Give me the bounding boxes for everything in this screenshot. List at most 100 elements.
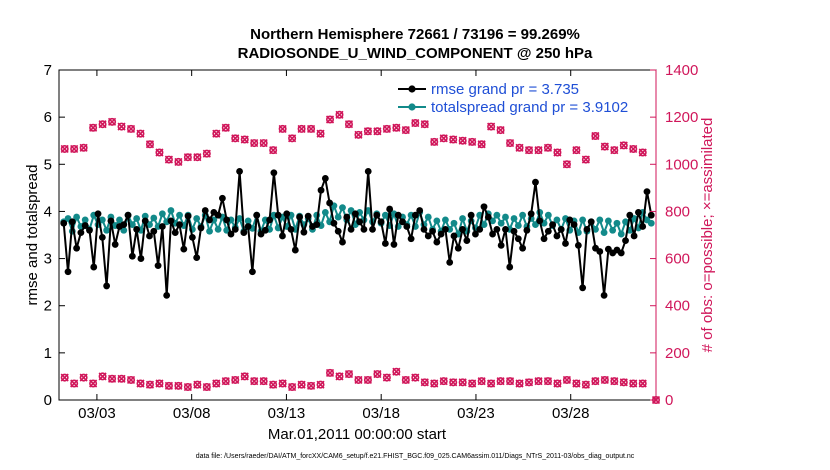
data-file-footnote: data file: /Users/raeder/DAI/ATM_forcXX/… (196, 453, 635, 460)
obs-assimilated-point-circle (307, 381, 316, 390)
obs-assimilated-point-circle (629, 379, 638, 388)
obs-assimilated-point-circle (543, 377, 552, 386)
obs-possible-point-cross (506, 139, 515, 148)
obs-assimilated-point-circle (89, 379, 98, 388)
obs-assimilated-point-cross (183, 382, 192, 392)
obs-assimilated-point-cross (553, 379, 562, 388)
obs-assimilated-point-cross (335, 372, 344, 381)
obs-assimilated-point-cross (392, 367, 401, 376)
obs-assimilated-point-cross (449, 378, 458, 387)
rmse-point (313, 221, 321, 229)
rmse-point (381, 240, 389, 247)
obs-assimilated-point-cross (212, 379, 221, 388)
rmse-series (60, 167, 655, 299)
rmse-point (617, 249, 625, 257)
spread-point (592, 225, 599, 233)
obs-assimilated-point-cross (515, 379, 524, 388)
obs-possible-point-cross (212, 129, 221, 138)
obs-possible-point-circle (382, 124, 391, 133)
rmse-point (536, 217, 544, 225)
rmse-point (253, 211, 261, 219)
obs-possible-point-circle (430, 137, 439, 146)
rmse-point (493, 225, 501, 233)
obs-possible-point-circle (70, 144, 79, 153)
obs-assimilated-point-cross (373, 370, 382, 379)
spread-point (613, 219, 621, 227)
obs-assimilated-point-circle (164, 381, 173, 390)
spread-point (604, 217, 612, 225)
obs-possible-point-circle (108, 117, 117, 126)
obs-assimilated-point-cross (240, 372, 249, 381)
obs-possible-point-circle (136, 129, 145, 138)
spread-point (133, 215, 141, 222)
obs-assimilated-point-cross (108, 374, 117, 383)
obs-assimilated-point-cross (164, 381, 173, 390)
y-tick-label: 6 (44, 109, 52, 126)
obs-assimilated-point-cross (496, 377, 505, 386)
obs-assimilated-point-circle (136, 379, 145, 388)
spread-point (519, 211, 527, 219)
obs-possible-point-circle (288, 134, 297, 143)
obs-assimilated-point-circle (515, 379, 524, 388)
obs-assimilated-point-circle (326, 368, 335, 377)
rmse-point (223, 216, 231, 224)
rmse-point (201, 207, 209, 214)
rmse-point (407, 235, 415, 243)
obs-assimilated-point-cross (524, 378, 534, 387)
obs-assimilated-point-circle (411, 373, 420, 382)
obs-possible-point-cross (316, 129, 325, 138)
obs-possible-point-circle (316, 129, 325, 138)
obs-possible-point-cross (610, 146, 619, 155)
obs-assimilated-point-cross (126, 375, 136, 385)
obs-possible-point-circle (525, 146, 534, 155)
obs-assimilated-point-circle (525, 378, 534, 387)
obs-assimilated-point-circle (155, 379, 164, 388)
obs-assimilated-point-circle (553, 379, 562, 388)
obs-possible-point-circle (221, 123, 230, 132)
obs-possible-point-cross (392, 123, 401, 132)
obs-possible-point-cross (231, 134, 240, 143)
obs-assimilated-point-cross (430, 379, 439, 388)
obs-possible-point-circle (619, 141, 628, 150)
obs-possible-point-cross (430, 137, 439, 146)
obs-assimilated-point-circle (363, 375, 372, 384)
obs-assimilated-point-circle (269, 380, 278, 389)
obs-assimilated-point-circle (591, 377, 600, 386)
rmse-point (219, 194, 226, 202)
obs-assimilated-point-circle (392, 367, 401, 376)
y-right-tick-label: 1400 (665, 62, 698, 79)
obs-possible-point-circle (174, 157, 183, 166)
obs-assimilated-point-cross (581, 380, 590, 389)
rmse-point (77, 229, 85, 237)
y-tick-label: 2 (44, 298, 52, 315)
spread-point (244, 217, 252, 225)
y-axis-right-label: # of obs: o=possible; ×=assimilated (699, 118, 716, 353)
obs-assimilated-point-circle (60, 373, 69, 382)
obs-possible-point-cross (79, 143, 88, 152)
obs-assimilated-point-cross (411, 373, 420, 382)
obs-possible-point-circle (553, 148, 562, 157)
obs-assimilated-point-circle (202, 383, 211, 392)
x-tick-label: 03/23 (457, 405, 495, 422)
rmse-point (176, 221, 183, 229)
rmse-point (463, 237, 471, 245)
obs-assimilated-point-circle (600, 375, 609, 384)
spread-point (600, 229, 608, 237)
obs-possible-point-circle (155, 148, 164, 157)
rmse-point (291, 246, 299, 254)
y-right-tick-label: 1200 (665, 109, 698, 126)
x-axis-label: Mar.01,2011 00:00:00 start (268, 426, 447, 443)
obs-assimilated-point-circle (638, 379, 647, 388)
obs-assimilated-point-circle (288, 383, 297, 392)
rmse-point (326, 199, 334, 207)
obs-possible-point-cross (458, 136, 467, 145)
rmse-point (424, 232, 432, 240)
obs-possible-point-cross (468, 137, 477, 146)
obs-possible-point-cross (449, 135, 458, 144)
rmse-point (386, 205, 394, 213)
obs-possible-point-cross (98, 120, 107, 129)
y-tick-label: 1 (44, 345, 52, 362)
rmse-point (574, 241, 582, 249)
chart-title-line-2: RADIOSONDE_U_WIND_COMPONENT @ 250 hPa (238, 45, 593, 62)
obs-possible-point-circle (487, 122, 496, 131)
